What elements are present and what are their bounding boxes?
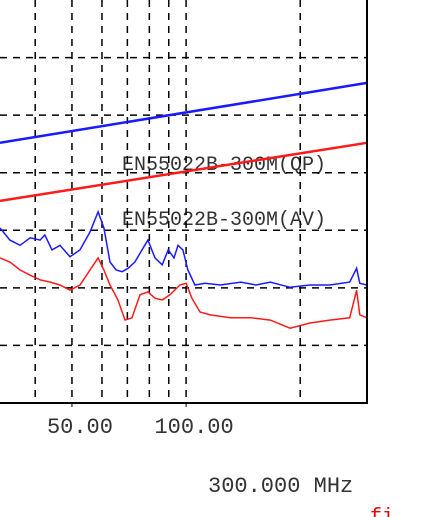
corner-text: fi [370, 506, 394, 517]
x-unit-label: 300.000 MHz [208, 474, 353, 499]
x-tick-label: 50.00 [47, 415, 113, 440]
series-line [0, 81, 368, 145]
series-line [0, 141, 368, 203]
series-line [0, 209, 368, 289]
series-line [0, 256, 368, 329]
limit-label: EN55022B-300M(AV) [122, 209, 326, 232]
x-tick-label: 100.00 [154, 415, 233, 440]
